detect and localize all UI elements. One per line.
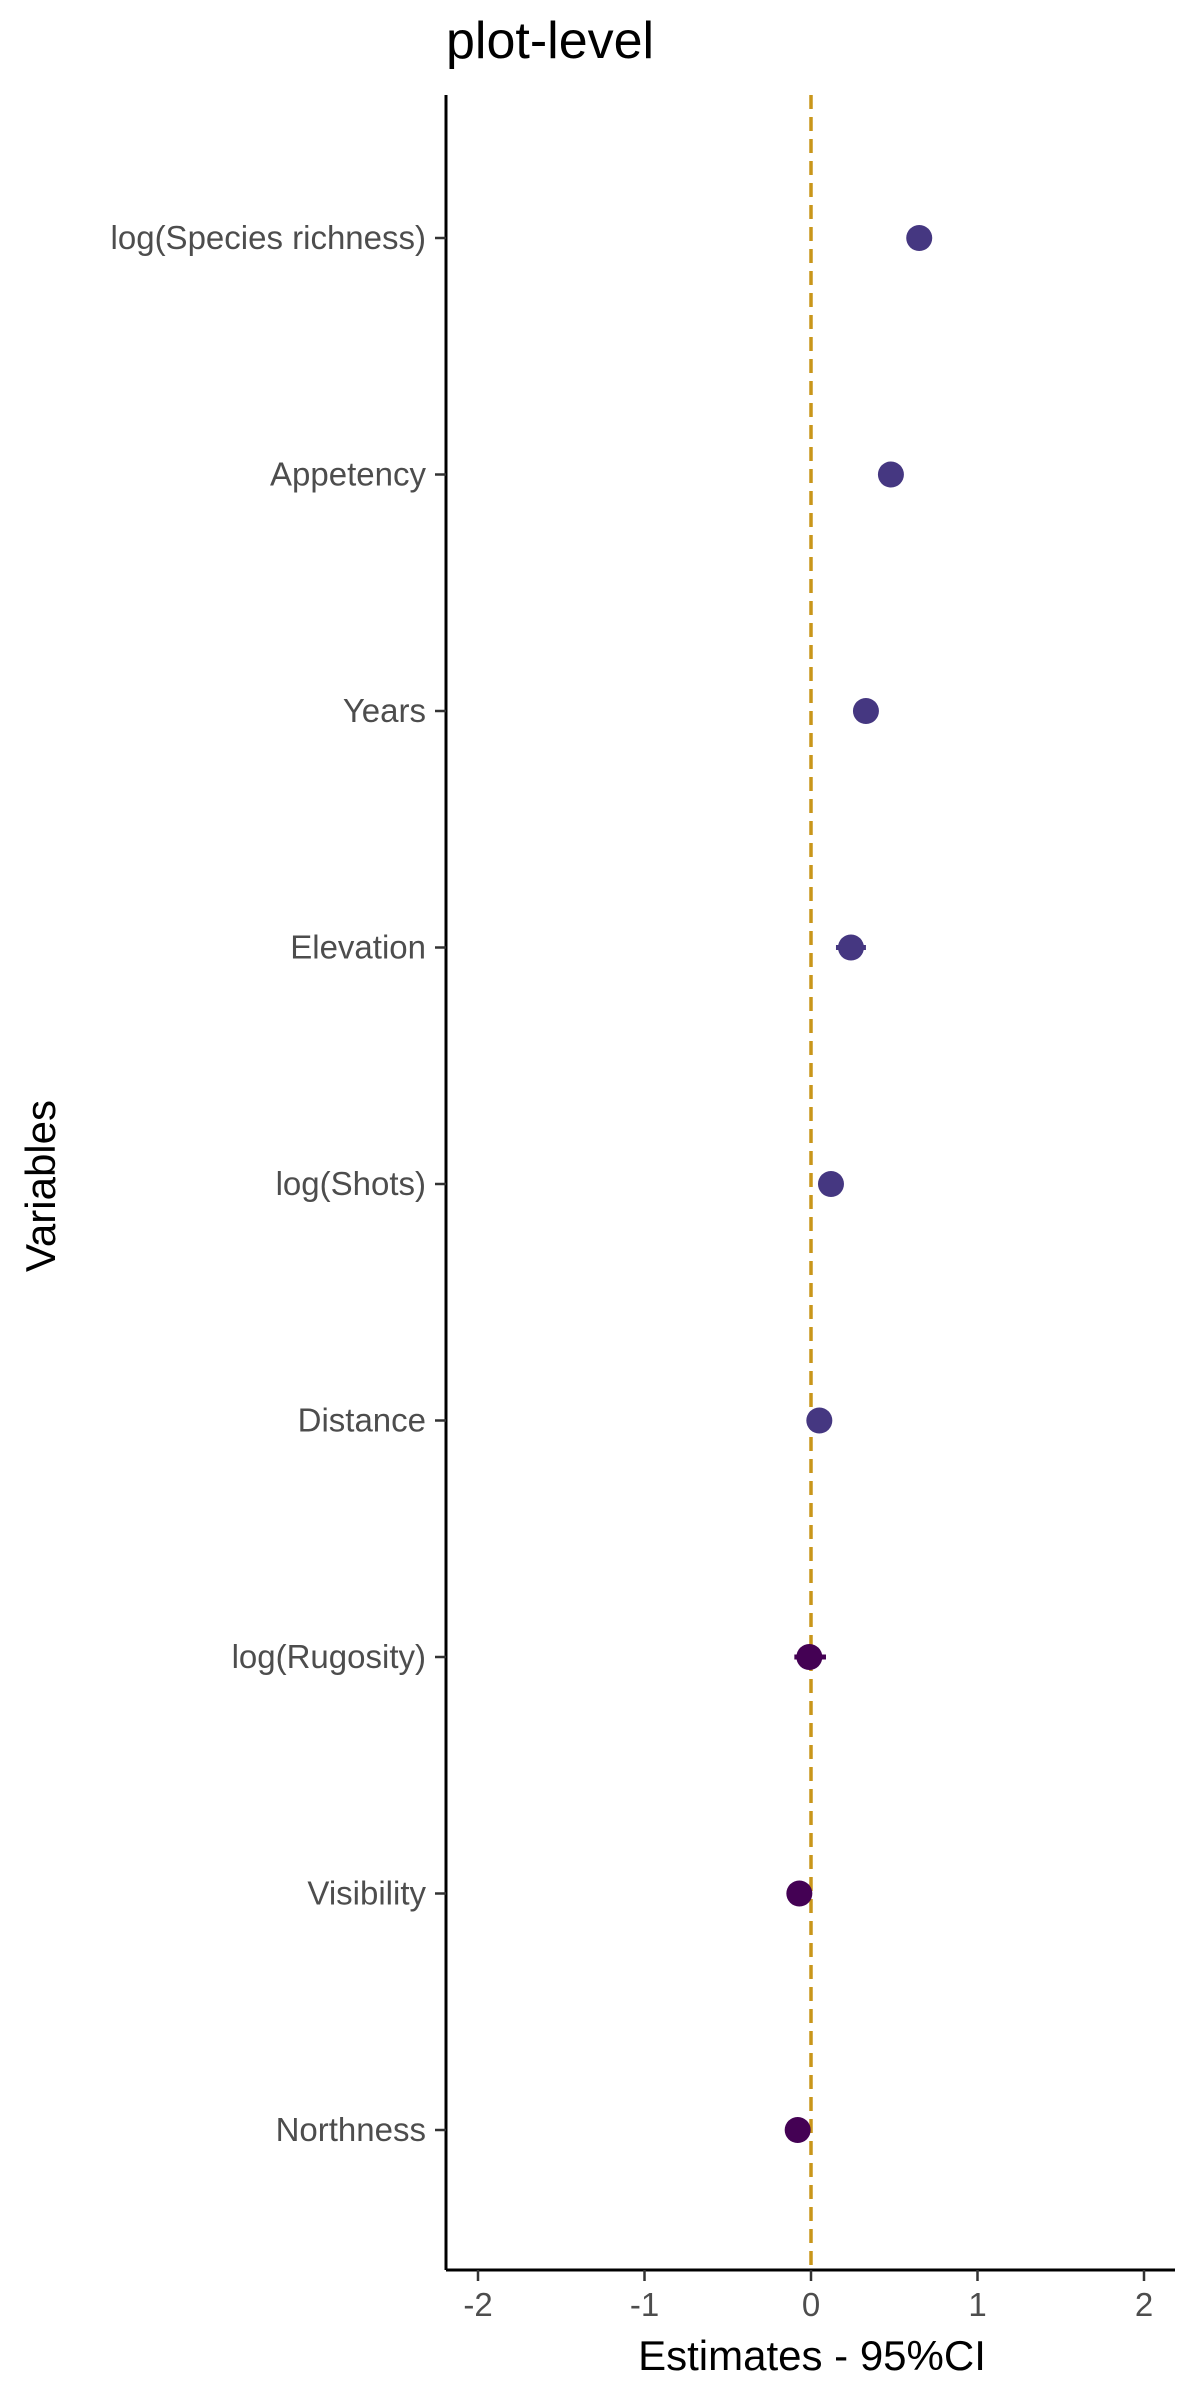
x-tick-label: -2	[463, 2286, 492, 2323]
estimate-point	[786, 1880, 813, 1907]
y-tick-label: Northness	[276, 2111, 426, 2148]
y-tick-label: Years	[343, 692, 426, 729]
estimate-point	[784, 2117, 811, 2143]
y-tick-label: Elevation	[290, 929, 426, 966]
x-tick-label: -1	[630, 2286, 659, 2323]
estimate-point	[806, 1407, 833, 1434]
estimate-point	[877, 461, 904, 488]
y-tick-label: Visibility	[307, 1875, 426, 1912]
y-tick-label: Appetency	[270, 456, 426, 493]
chart-title: plot-level	[446, 12, 654, 70]
y-tick-label: Distance	[298, 1402, 426, 1439]
x-tick-label: 1	[968, 2286, 986, 2323]
estimate-point	[906, 225, 933, 251]
estimate-point	[837, 934, 864, 961]
estimate-point	[796, 1644, 823, 1670]
plot-area: -2 -1 0 1 2 log(Species richness) Appetency Yea…	[111, 95, 1175, 2323]
x-tick-label: 2	[1135, 2286, 1153, 2323]
estimate-point	[817, 1171, 844, 1197]
y-tick-label: log(Species richness)	[111, 219, 426, 256]
y-tick-label: log(Rugosity)	[232, 1638, 426, 1675]
y-axis-title: Variables	[17, 1100, 64, 1272]
y-tick-label: log(Shots)	[276, 1165, 426, 1202]
x-axis-title: Estimates - 95%CI	[638, 2332, 986, 2379]
x-tick-label: 0	[802, 2286, 820, 2323]
estimate-point	[852, 698, 879, 724]
